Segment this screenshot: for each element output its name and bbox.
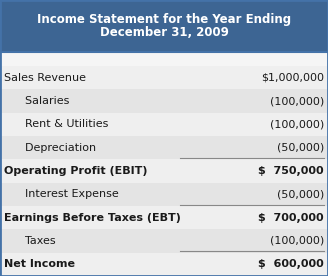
Text: Salaries: Salaries <box>18 96 70 106</box>
Text: Taxes: Taxes <box>18 236 56 246</box>
Bar <box>0 159 328 183</box>
Text: $  700,000: $ 700,000 <box>258 213 324 223</box>
Bar <box>0 183 328 206</box>
Bar <box>0 89 328 113</box>
Bar <box>0 113 328 136</box>
Bar <box>0 253 328 276</box>
Text: $  750,000: $ 750,000 <box>258 166 324 176</box>
Bar <box>0 66 328 89</box>
Text: Rent & Utilities: Rent & Utilities <box>18 119 108 129</box>
Text: $1,000,000: $1,000,000 <box>261 73 324 83</box>
Text: Interest Expense: Interest Expense <box>18 189 119 199</box>
Text: (100,000): (100,000) <box>270 236 324 246</box>
Text: Operating Profit (EBIT): Operating Profit (EBIT) <box>4 166 148 176</box>
Text: December 31, 2009: December 31, 2009 <box>100 26 228 39</box>
Bar <box>0 52 328 66</box>
Text: Sales Revenue: Sales Revenue <box>4 73 86 83</box>
Text: Income Statement for the Year Ending: Income Statement for the Year Ending <box>37 12 291 25</box>
Text: (50,000): (50,000) <box>277 189 324 199</box>
Text: Depreciation: Depreciation <box>18 143 96 153</box>
Text: (50,000): (50,000) <box>277 143 324 153</box>
Bar <box>0 229 328 253</box>
Bar <box>0 0 328 52</box>
Text: Net Income: Net Income <box>4 259 75 269</box>
Text: $  600,000: $ 600,000 <box>258 259 324 269</box>
Bar <box>0 136 328 159</box>
Text: (100,000): (100,000) <box>270 119 324 129</box>
Bar <box>0 206 328 229</box>
Text: (100,000): (100,000) <box>270 96 324 106</box>
Text: Earnings Before Taxes (EBT): Earnings Before Taxes (EBT) <box>4 213 181 223</box>
